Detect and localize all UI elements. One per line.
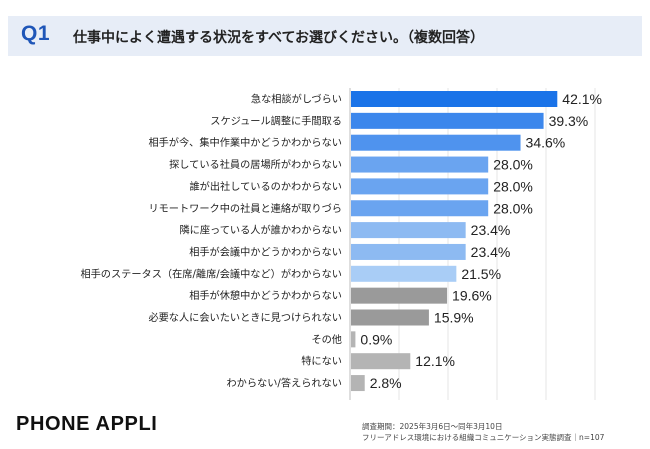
category-label: 相手が会議中かどうかわからない [189, 245, 342, 258]
question-title: 仕事中によく遭遇する状況をすべてお選びください。（複数回答） [73, 30, 485, 46]
survey-period-note: 調査期間：2025年3月6日～同年3月10日 [362, 422, 503, 431]
category-label: 探している社員の居場所がわからない [169, 158, 342, 171]
category-label: 急な相談がしづらい [251, 93, 342, 106]
category-label: リモートワーク中の社員と連絡が取りづら [148, 202, 342, 215]
category-label: 特にない [301, 356, 342, 368]
category-label: その他 [311, 333, 342, 346]
value-label: 39.3% [549, 113, 589, 129]
category-label: 相手のステータス（在席/離席/会議中など）がわからない [80, 267, 342, 280]
bar [351, 375, 365, 392]
category-label: 隣に座っている人が誰かわからない [180, 224, 343, 237]
value-label: 0.9% [360, 331, 392, 347]
value-label: 34.6% [526, 135, 566, 151]
bar [351, 222, 466, 239]
bar [351, 200, 489, 217]
category-label: 必要な人に会いたいときに見つけられない [148, 311, 342, 324]
value-label: 23.4% [471, 244, 511, 260]
bar [351, 156, 489, 173]
bar [351, 353, 411, 370]
value-label: 12.1% [415, 353, 455, 369]
bar [351, 178, 489, 195]
value-label: 19.6% [452, 288, 492, 304]
value-label: 2.8% [370, 375, 402, 391]
bar [351, 309, 429, 326]
bar [351, 265, 457, 282]
brand-logo-text: PHONE APPLI [16, 413, 158, 435]
value-label: 15.9% [434, 310, 474, 326]
value-label: 28.0% [493, 157, 533, 173]
survey-source-note: フリーアドレス環境における組織コミュニケーション実態調査｜n=107 [362, 433, 605, 442]
category-label: 誰が出社しているのかわからない [189, 180, 342, 193]
bar [351, 243, 466, 260]
value-label: 42.1% [562, 91, 602, 107]
value-label: 28.0% [493, 178, 533, 194]
bar [351, 112, 544, 129]
bar [351, 134, 521, 151]
category-label: わからない/答えられない [227, 377, 343, 390]
category-label: 相手が休憩中かどうかわからない [189, 289, 342, 302]
question-number: Q1 [21, 22, 51, 45]
bar [351, 287, 448, 304]
value-label: 28.0% [493, 200, 533, 216]
category-label: スケジュール調整に手間取る [210, 114, 342, 127]
category-label: 相手が今、集中作業中かどうかわからない [148, 136, 342, 149]
bar [351, 91, 558, 107]
value-label: 21.5% [461, 266, 501, 282]
bar [351, 331, 356, 348]
value-label: 23.4% [471, 222, 511, 238]
question-header: Q1 仕事中によく遭遇する状況をすべてお選びください。（複数回答） [8, 16, 642, 56]
